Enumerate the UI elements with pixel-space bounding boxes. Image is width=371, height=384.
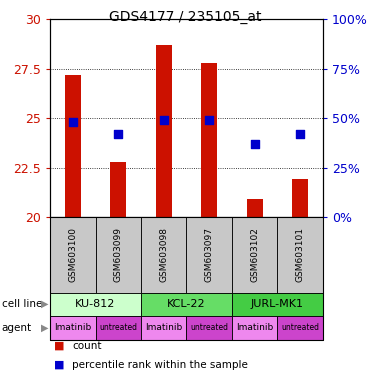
Text: untreated: untreated [99, 323, 137, 332]
Point [206, 117, 212, 123]
Text: ▶: ▶ [41, 299, 48, 309]
Point [115, 131, 121, 137]
Text: untreated: untreated [281, 323, 319, 332]
Text: agent: agent [2, 323, 32, 333]
Bar [65, 74, 81, 217]
Text: GSM603100: GSM603100 [68, 227, 77, 282]
Text: untreated: untreated [190, 323, 228, 332]
Text: JURL-MK1: JURL-MK1 [251, 299, 304, 309]
Point [297, 131, 303, 137]
Text: ▶: ▶ [41, 323, 48, 333]
Text: ■: ■ [54, 341, 64, 351]
Bar [201, 63, 217, 217]
Text: ■: ■ [54, 360, 64, 370]
Text: KCL-22: KCL-22 [167, 299, 206, 309]
Point [252, 141, 257, 147]
Text: GDS4177 / 235105_at: GDS4177 / 235105_at [109, 10, 262, 23]
Text: Imatinib: Imatinib [236, 323, 273, 332]
Bar [247, 199, 263, 217]
Text: GSM603097: GSM603097 [205, 227, 214, 282]
Text: Imatinib: Imatinib [54, 323, 91, 332]
Text: GSM603101: GSM603101 [296, 227, 305, 282]
Text: count: count [72, 341, 102, 351]
Bar [110, 162, 126, 217]
Text: GSM603098: GSM603098 [159, 227, 168, 282]
Text: KU-812: KU-812 [75, 299, 116, 309]
Text: GSM603099: GSM603099 [114, 227, 123, 282]
Text: Imatinib: Imatinib [145, 323, 182, 332]
Text: percentile rank within the sample: percentile rank within the sample [72, 360, 248, 370]
Point [161, 117, 167, 123]
Bar [156, 45, 172, 217]
Bar [292, 179, 308, 217]
Text: GSM603102: GSM603102 [250, 227, 259, 282]
Point [70, 119, 76, 125]
Text: cell line: cell line [2, 299, 42, 309]
